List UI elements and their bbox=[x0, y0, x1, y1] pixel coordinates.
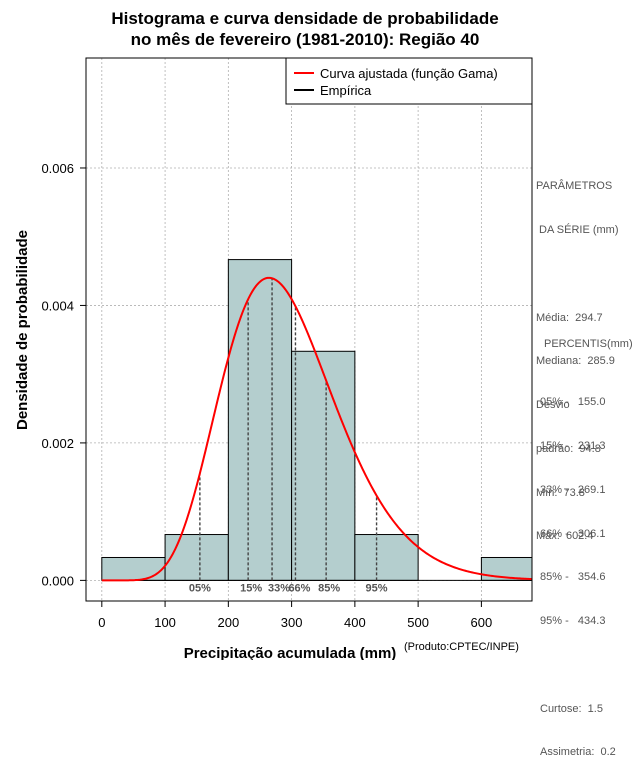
y-tick-label: 0.004 bbox=[41, 298, 74, 313]
percentile-85: 85% - 354.6 bbox=[540, 571, 606, 584]
x-axis-label: Precipitação acumulada (mm) bbox=[184, 645, 397, 660]
param-padrao: padrão: 94.8 bbox=[536, 442, 601, 455]
series-parameters-panel: PARÂMETROS DA SÉRIE (mm) Média: 294.7 Me… bbox=[536, 150, 619, 559]
histogram-bar bbox=[354, 534, 419, 581]
y-axis-label: Densidade de probabilidade bbox=[14, 230, 31, 430]
legend: Curva ajustada (função Gama) Empírica bbox=[285, 57, 533, 105]
legend-box bbox=[285, 57, 533, 105]
param-media: Média: 294.7 bbox=[536, 311, 603, 324]
params-title-1: PARÂMETROS bbox=[536, 180, 613, 193]
param-max: Máx: 602.4 bbox=[536, 530, 594, 543]
y-tick-label: 0.006 bbox=[41, 161, 74, 176]
percentiles-panel: 05% - 155.0 15% - 231.3 33% - 269.1 66% … bbox=[540, 366, 616, 775]
x-tick-label: 400 bbox=[344, 615, 366, 630]
percentile-label: 85% bbox=[318, 582, 340, 594]
percentile-66: 66% - 306.1 bbox=[540, 527, 606, 540]
histogram-bar bbox=[101, 556, 166, 581]
x-tick-label: 200 bbox=[217, 615, 239, 630]
histogram-bar bbox=[164, 534, 229, 581]
histogram-bars bbox=[101, 259, 532, 581]
percentile-05: 05% - 155.0 bbox=[540, 396, 606, 409]
percentile-33: 33% - 269.1 bbox=[540, 483, 606, 496]
product-credit: (Produto:CPTEC/INPE) bbox=[404, 641, 519, 653]
histogram-bar bbox=[291, 350, 356, 581]
percentis-title: PERCENTIS(mm) bbox=[544, 338, 633, 350]
x-tick-label: 100 bbox=[154, 615, 176, 630]
curtose: Curtose: 1.5 bbox=[540, 702, 603, 715]
y-tick-label: 0.002 bbox=[41, 436, 74, 451]
legend-label: Empírica bbox=[320, 83, 372, 98]
percentile-label: 15% bbox=[240, 582, 262, 594]
percentile-label: 33% bbox=[268, 582, 290, 594]
legend-label: Curva ajustada (função Gama) bbox=[320, 66, 498, 81]
fitted-curve-layer bbox=[101, 276, 532, 582]
percentile-lines: 05% 15% 33%66% 85% 95% bbox=[189, 278, 388, 594]
y-tick-label: 0.000 bbox=[41, 573, 74, 588]
param-desvio: Desvio bbox=[536, 399, 570, 412]
assimetria: Assimetria: 0.2 bbox=[540, 746, 616, 759]
chart-title-line-1: Histograma e curva densidade de probabil… bbox=[111, 9, 499, 28]
percentile-label: 05% bbox=[189, 582, 211, 594]
chart-title: Histograma e curva densidade de probabil… bbox=[0, 8, 610, 50]
x-tick-label: 600 bbox=[471, 615, 493, 630]
histogram-bar bbox=[480, 556, 532, 581]
histogram-bar bbox=[227, 259, 293, 581]
histogram-chart: 05% 15% 33%66% 85% 95% 0 100 200 300 400 500 600 0.… bbox=[14, 57, 533, 660]
x-tick-label: 0 bbox=[98, 615, 105, 630]
x-tick-label: 500 bbox=[407, 615, 429, 630]
percentile-95: 95% - 434.3 bbox=[540, 615, 606, 628]
percentile-label: 66% bbox=[288, 582, 310, 594]
param-min: Mín: 73.8 bbox=[536, 486, 585, 499]
percentile-label: 95% bbox=[366, 582, 388, 594]
params-title-2: DA SÉRIE (mm) bbox=[536, 223, 619, 236]
param-mediana: Mediana: 285.9 bbox=[536, 355, 615, 368]
percentile-15: 15% - 231.3 bbox=[540, 439, 606, 452]
fitted-gamma-curve bbox=[101, 276, 532, 582]
chart-title-line-2: no mês de fevereiro (1981-2010): Região … bbox=[130, 30, 480, 49]
x-tick-label: 300 bbox=[281, 615, 303, 630]
